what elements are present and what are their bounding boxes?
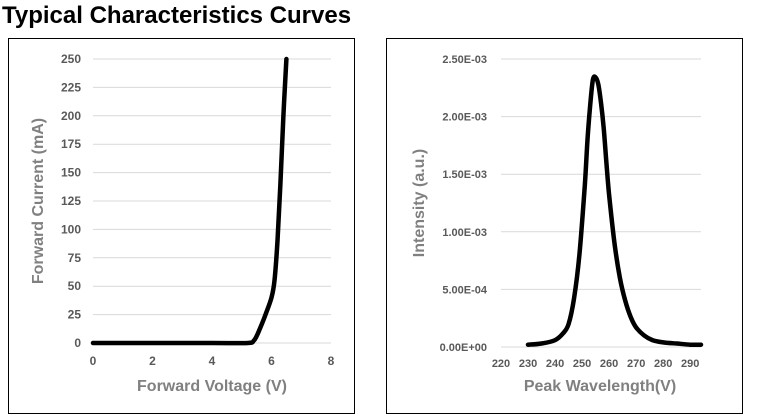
x-tick-label: 6 [268, 354, 275, 368]
iv-chart-panel: 0 25 50 75 100 125 150 175 200 225 250 0 2 4 6 8 Forward… [8, 38, 355, 414]
y-tick-label: 200 [61, 109, 81, 123]
y-tick-label: 150 [61, 166, 81, 180]
series-line [90, 56, 289, 346]
y-axis-label: Intensity (a.u.) [411, 149, 428, 257]
series-line [525, 74, 704, 348]
spectrum-chart-panel: 0.00E+00 5.00E-04 1.00E-03 1.50E-03 2.00E-03… [386, 38, 743, 414]
iv-chart: 0 25 50 75 100 125 150 175 200 225 250 0 2 4 6 8 Forward… [30, 52, 335, 395]
y-tick-label: 0.00E+00 [440, 342, 487, 354]
y-tick-label: 1.00E-03 [442, 227, 487, 239]
x-tick-label: 270 [627, 358, 645, 370]
x-tick-label: 280 [654, 358, 672, 370]
y-tick-label: 2.50E-03 [442, 54, 487, 66]
x-tick-label: 8 [328, 354, 335, 368]
y-tick-label: 0 [74, 336, 81, 350]
y-tick-label: 25 [68, 308, 82, 322]
x-tick-label: 290 [681, 358, 699, 370]
x-tick-label: 250 [573, 358, 591, 370]
y-tick-label: 50 [68, 279, 82, 293]
y-tick-label: 75 [68, 251, 82, 265]
y-tick-label: 225 [61, 80, 81, 94]
y-tick-label: 250 [61, 52, 81, 66]
x-tick-label: 2 [149, 354, 156, 368]
y-tick-label: 175 [61, 137, 81, 151]
page-title: Typical Characteristics Curves [2, 2, 352, 29]
y-axis-label: Forward Current (mA) [30, 118, 47, 284]
x-tick-label: 230 [519, 358, 537, 370]
y-tick-label: 1.50E-03 [442, 169, 487, 181]
x-tick-label: 220 [492, 358, 510, 370]
y-tick-label: 100 [61, 222, 81, 236]
y-tick-label: 2.00E-03 [442, 112, 487, 124]
x-tick-label: 260 [600, 358, 618, 370]
y-tick-label: 5.00E-04 [442, 284, 488, 296]
x-tick-label: 240 [546, 358, 564, 370]
x-axis-label: Forward Voltage (V) [137, 378, 287, 395]
x-tick-label: 4 [209, 354, 216, 368]
spectrum-chart: 0.00E+00 5.00E-04 1.00E-03 1.50E-03 2.00E-03… [411, 54, 704, 395]
x-tick-label: 0 [90, 354, 97, 368]
x-axis-label: Peak Wavelength(V) [524, 378, 676, 395]
y-tick-label: 125 [61, 194, 81, 208]
